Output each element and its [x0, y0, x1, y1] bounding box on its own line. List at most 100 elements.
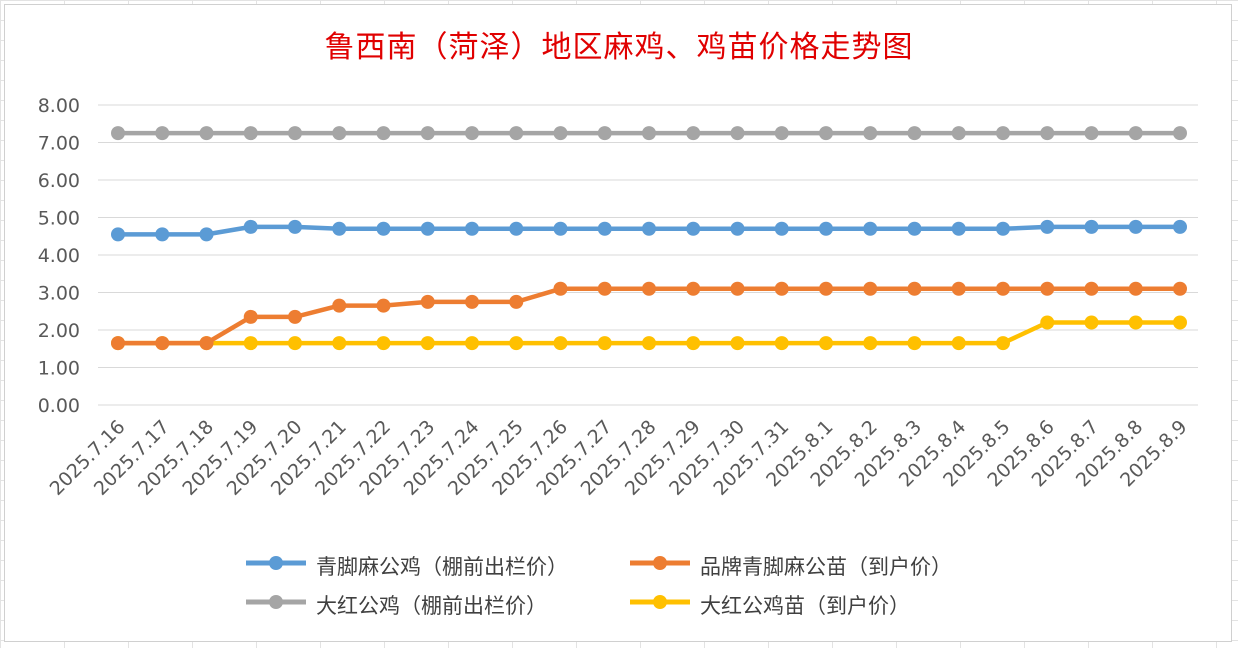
data-point: [686, 126, 701, 141]
data-point: [907, 126, 922, 141]
gridlines: [98, 104, 1198, 406]
data-point: [420, 336, 435, 351]
data-point: [819, 126, 833, 141]
data-point: [951, 281, 966, 296]
data-point: [1128, 315, 1143, 330]
legend-label: 青脚麻公鸡（棚前出栏价）: [316, 555, 568, 579]
data-point: [863, 126, 878, 141]
legend-swatch-gray: [246, 595, 306, 609]
data-point: [509, 294, 524, 309]
data-point: [907, 281, 922, 296]
y-tick-label: 1.00: [38, 358, 80, 380]
data-point: [509, 336, 524, 351]
data-point: [111, 336, 125, 351]
data-point: [465, 221, 479, 236]
data-point: [288, 126, 302, 141]
data-point: [951, 336, 966, 351]
data-point: [288, 309, 302, 324]
data-point: [730, 336, 745, 351]
y-tick-label: 8.00: [38, 95, 80, 117]
data-point: [332, 221, 347, 236]
data-point: [509, 221, 524, 236]
data-point: [863, 281, 878, 296]
legend-label: 品牌青脚麻公苗（到户价）: [700, 555, 952, 579]
series-2: [111, 126, 1187, 141]
data-point: [907, 336, 922, 351]
data-point: [1173, 315, 1187, 330]
data-point: [597, 126, 612, 141]
data-point: [774, 126, 789, 141]
data-point: [996, 221, 1010, 236]
legend-swatch-orange: [630, 556, 690, 570]
data-point: [819, 281, 833, 296]
data-point: [597, 221, 612, 236]
y-tick-label: 3.00: [38, 283, 80, 305]
data-point: [1040, 281, 1055, 296]
data-point: [863, 336, 878, 351]
data-point: [1128, 219, 1143, 234]
data-point: [376, 126, 391, 141]
data-point: [332, 298, 347, 313]
data-point: [686, 221, 701, 236]
data-point: [1084, 126, 1099, 141]
data-point: [243, 126, 258, 141]
y-axis-tick-labels: 0.00 1.00 2.00 3.00 4.00 5.00 6.00 7.00 8.00: [38, 95, 80, 417]
y-tick-label: 4.00: [38, 245, 80, 267]
data-point: [863, 221, 878, 236]
data-point: [553, 221, 568, 236]
data-point: [155, 126, 170, 141]
data-point: [553, 336, 568, 351]
data-point: [1128, 281, 1143, 296]
data-point: [376, 298, 391, 313]
legend-label: 大红公鸡苗（到户价）: [700, 594, 910, 618]
data-point: [774, 281, 789, 296]
data-point: [376, 336, 391, 351]
data-point: [199, 336, 214, 351]
data-point: [951, 126, 966, 141]
data-point: [465, 126, 479, 141]
data-point: [1084, 281, 1099, 296]
y-tick-label: 6.00: [38, 170, 80, 192]
data-point: [155, 227, 170, 242]
series-1: [111, 281, 1187, 351]
data-point: [288, 336, 302, 351]
y-tick-label: 5.00: [38, 208, 80, 230]
legend-swatch-yellow: [630, 595, 690, 609]
data-point: [642, 126, 656, 141]
data-point: [553, 281, 568, 296]
data-point: [1084, 219, 1099, 234]
y-tick-label: 7.00: [38, 133, 80, 155]
data-point: [1040, 126, 1055, 141]
series-3: [111, 315, 1187, 351]
data-point: [819, 336, 833, 351]
data-point: [199, 126, 214, 141]
data-point: [553, 126, 568, 141]
y-tick-label: 2.00: [38, 320, 80, 342]
data-point: [155, 336, 170, 351]
data-point: [243, 336, 258, 351]
data-point: [509, 126, 524, 141]
data-point: [199, 227, 214, 242]
data-point: [686, 336, 701, 351]
data-point: [1173, 219, 1187, 234]
data-point: [597, 281, 612, 296]
data-point: [1040, 219, 1055, 234]
data-point: [420, 294, 435, 309]
data-point: [1040, 315, 1055, 330]
chart-area[interactable]: [4, 4, 1232, 642]
data-point: [111, 126, 125, 141]
y-tick-label: 0.00: [38, 395, 80, 417]
data-point: [951, 221, 966, 236]
data-point: [597, 336, 612, 351]
data-point: [332, 336, 347, 351]
data-point: [420, 126, 435, 141]
data-point: [288, 219, 302, 234]
data-point: [642, 336, 656, 351]
data-point: [420, 221, 435, 236]
series-0: [111, 219, 1187, 242]
data-point: [774, 336, 789, 351]
data-point: [686, 281, 701, 296]
data-point: [1128, 126, 1143, 141]
